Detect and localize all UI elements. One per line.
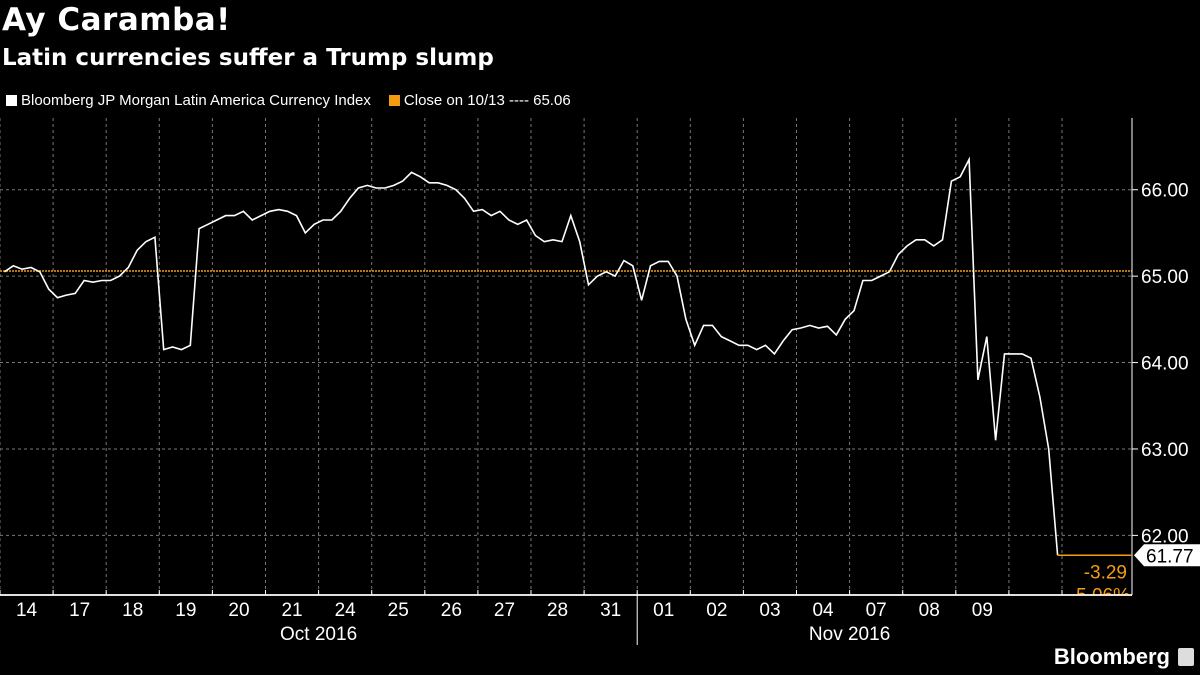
y-tick-label: 62.00 xyxy=(1141,526,1189,547)
chart-title: Ay Caramba! xyxy=(2,2,231,38)
x-tick-label: 31 xyxy=(600,600,621,621)
x-tick-label: 19 xyxy=(175,600,196,621)
x-tick-label: 25 xyxy=(388,600,409,621)
y-tick-label: 63.00 xyxy=(1141,440,1189,461)
chart-subtitle: Latin currencies suffer a Trump slump xyxy=(2,45,494,71)
x-tick-label: 21 xyxy=(281,600,302,621)
month-label-oct: Oct 2016 xyxy=(280,624,357,645)
x-tick-label: 24 xyxy=(335,600,357,621)
label-mask xyxy=(1012,596,1132,616)
x-tick-label: 03 xyxy=(759,600,780,621)
x-tick-label: 28 xyxy=(547,600,568,621)
x-tick-label: 17 xyxy=(69,600,90,621)
y-tick-label: 64.00 xyxy=(1141,354,1189,375)
last-value-tag xyxy=(1134,544,1200,567)
x-tick-label: 08 xyxy=(919,600,940,621)
y-tick-label: 66.00 xyxy=(1141,181,1189,202)
legend-label-close: Close on 10/13 ---- 65.06 xyxy=(403,92,571,109)
series-line xyxy=(3,156,1059,556)
x-tick-label: 14 xyxy=(16,600,38,621)
x-tick-label: 01 xyxy=(653,600,674,621)
legend-swatch-close xyxy=(388,95,400,106)
y-tick-label: 65.00 xyxy=(1141,267,1189,288)
x-tick-label: 20 xyxy=(228,600,249,621)
legend-swatch-index xyxy=(6,95,17,106)
x-tick-label: 02 xyxy=(706,600,727,621)
x-tick-label: 18 xyxy=(122,600,143,621)
legend-label-index: Bloomberg JP Morgan Latin America Curren… xyxy=(21,92,371,109)
month-label-nov: Nov 2016 xyxy=(809,624,890,645)
x-tick-label: 27 xyxy=(494,600,515,621)
bloomberg-chart-icon xyxy=(1178,648,1194,666)
last-value-label: 61.77 xyxy=(1146,546,1194,567)
legend: Bloomberg JP Morgan Latin America Curren… xyxy=(6,92,571,109)
bloomberg-logo: Bloomberg xyxy=(1053,644,1170,669)
x-tick-label: 07 xyxy=(866,600,887,621)
change-label: -3.29 xyxy=(1084,562,1127,583)
x-tick-label: 09 xyxy=(972,600,993,621)
x-tick-label: 26 xyxy=(441,600,462,621)
x-tick-label: 04 xyxy=(812,600,834,621)
